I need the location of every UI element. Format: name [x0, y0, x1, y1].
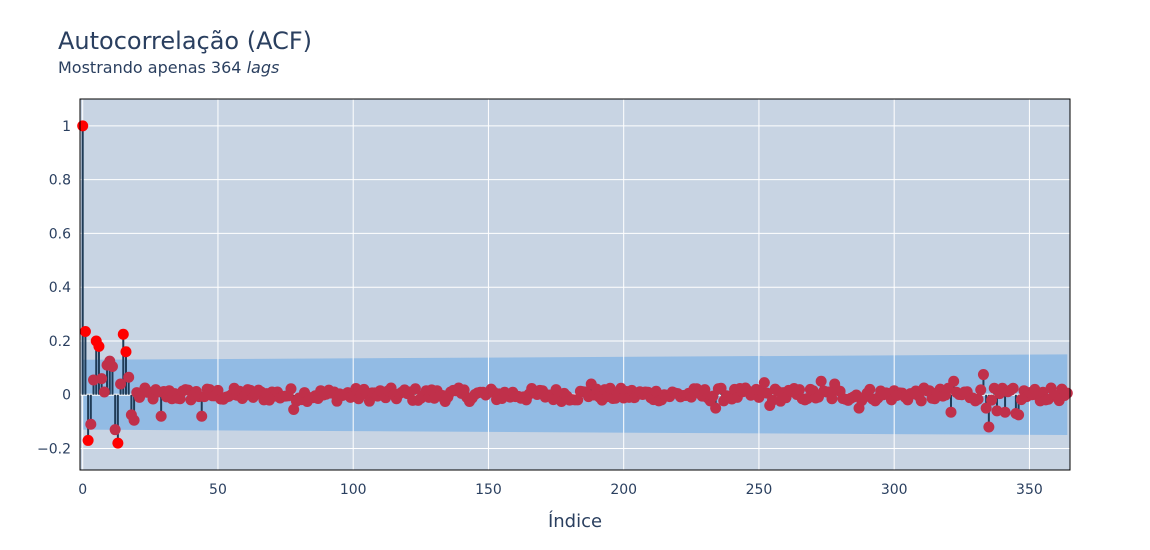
acf-point	[710, 402, 722, 414]
acf-point	[363, 395, 375, 407]
acf-point	[117, 328, 129, 340]
acf-point	[864, 383, 876, 395]
acf-point	[288, 404, 300, 416]
acf-point	[1007, 382, 1019, 394]
acf-point	[196, 410, 208, 422]
acf-point	[986, 394, 998, 406]
acf-point	[285, 383, 297, 395]
x-tick-label: 300	[881, 482, 908, 498]
x-tick-label: 50	[209, 482, 227, 498]
acf-point	[409, 383, 421, 395]
y-tick-label: 0.8	[49, 173, 71, 189]
acf-point	[972, 393, 984, 405]
acf-point	[123, 371, 135, 383]
acf-point	[945, 406, 957, 418]
acf-point	[1013, 409, 1025, 421]
x-tick-label: 0	[78, 482, 87, 498]
acf-point	[88, 374, 100, 386]
x-tick-labels: 0 50 100 150 200 250 300 350	[78, 482, 1043, 498]
x-tick-label: 200	[610, 482, 637, 498]
chart-title: Autocorrelação (ACF)	[58, 27, 312, 55]
acf-point	[85, 418, 97, 430]
x-tick-label: 100	[340, 482, 367, 498]
acf-point	[826, 393, 838, 405]
acf-point	[948, 375, 960, 387]
acf-point	[112, 437, 124, 449]
acf-point	[572, 394, 584, 406]
acf-point	[802, 392, 814, 404]
acf-point	[991, 405, 1003, 417]
acf-point	[128, 414, 140, 426]
acf-point	[93, 340, 105, 352]
acf-markers	[77, 120, 1073, 449]
acf-point	[106, 360, 118, 372]
y-tick-label: −0.2	[37, 441, 71, 457]
acf-point	[96, 373, 108, 385]
acf-point	[79, 326, 91, 338]
acf-point	[115, 378, 127, 390]
y-tick-labels: −0.2 0 0.2 0.4 0.6 0.8 1	[37, 119, 71, 458]
y-tick-label: 0.6	[49, 226, 71, 242]
y-tick-label: 1	[62, 119, 71, 135]
acf-point	[604, 382, 616, 394]
x-tick-label: 350	[1016, 482, 1043, 498]
acf-point	[758, 377, 770, 389]
acf-point	[155, 410, 167, 422]
subtitle-italic: lags	[247, 58, 280, 77]
acf-point	[212, 384, 224, 396]
x-tick-label: 250	[746, 482, 773, 498]
acf-point	[983, 421, 995, 433]
subtitle-prefix: Mostrando apenas 364	[58, 58, 247, 77]
x-tick-label: 150	[475, 482, 502, 498]
acf-point	[77, 120, 89, 132]
plot-frame	[79, 98, 1071, 471]
acf-point	[98, 386, 110, 398]
acf-point	[999, 406, 1011, 418]
x-axis-label: Índice	[548, 510, 602, 532]
chart-subtitle: Mostrando apenas 364 lags	[58, 58, 279, 77]
y-tick-label: 0	[62, 388, 71, 404]
acf-point	[977, 369, 989, 381]
acf-point	[815, 375, 827, 387]
acf-point	[915, 395, 927, 407]
acf-point	[1061, 387, 1073, 399]
acf-point	[109, 424, 121, 436]
y-tick-label: 0.4	[49, 280, 71, 296]
acf-point	[975, 384, 987, 396]
acf-point	[766, 394, 778, 406]
acf-point	[120, 346, 132, 358]
acf-point	[82, 434, 94, 446]
acf-point	[685, 391, 697, 403]
y-tick-label: 0.2	[49, 334, 71, 350]
acf-point	[794, 384, 806, 396]
acf-point	[980, 402, 992, 414]
